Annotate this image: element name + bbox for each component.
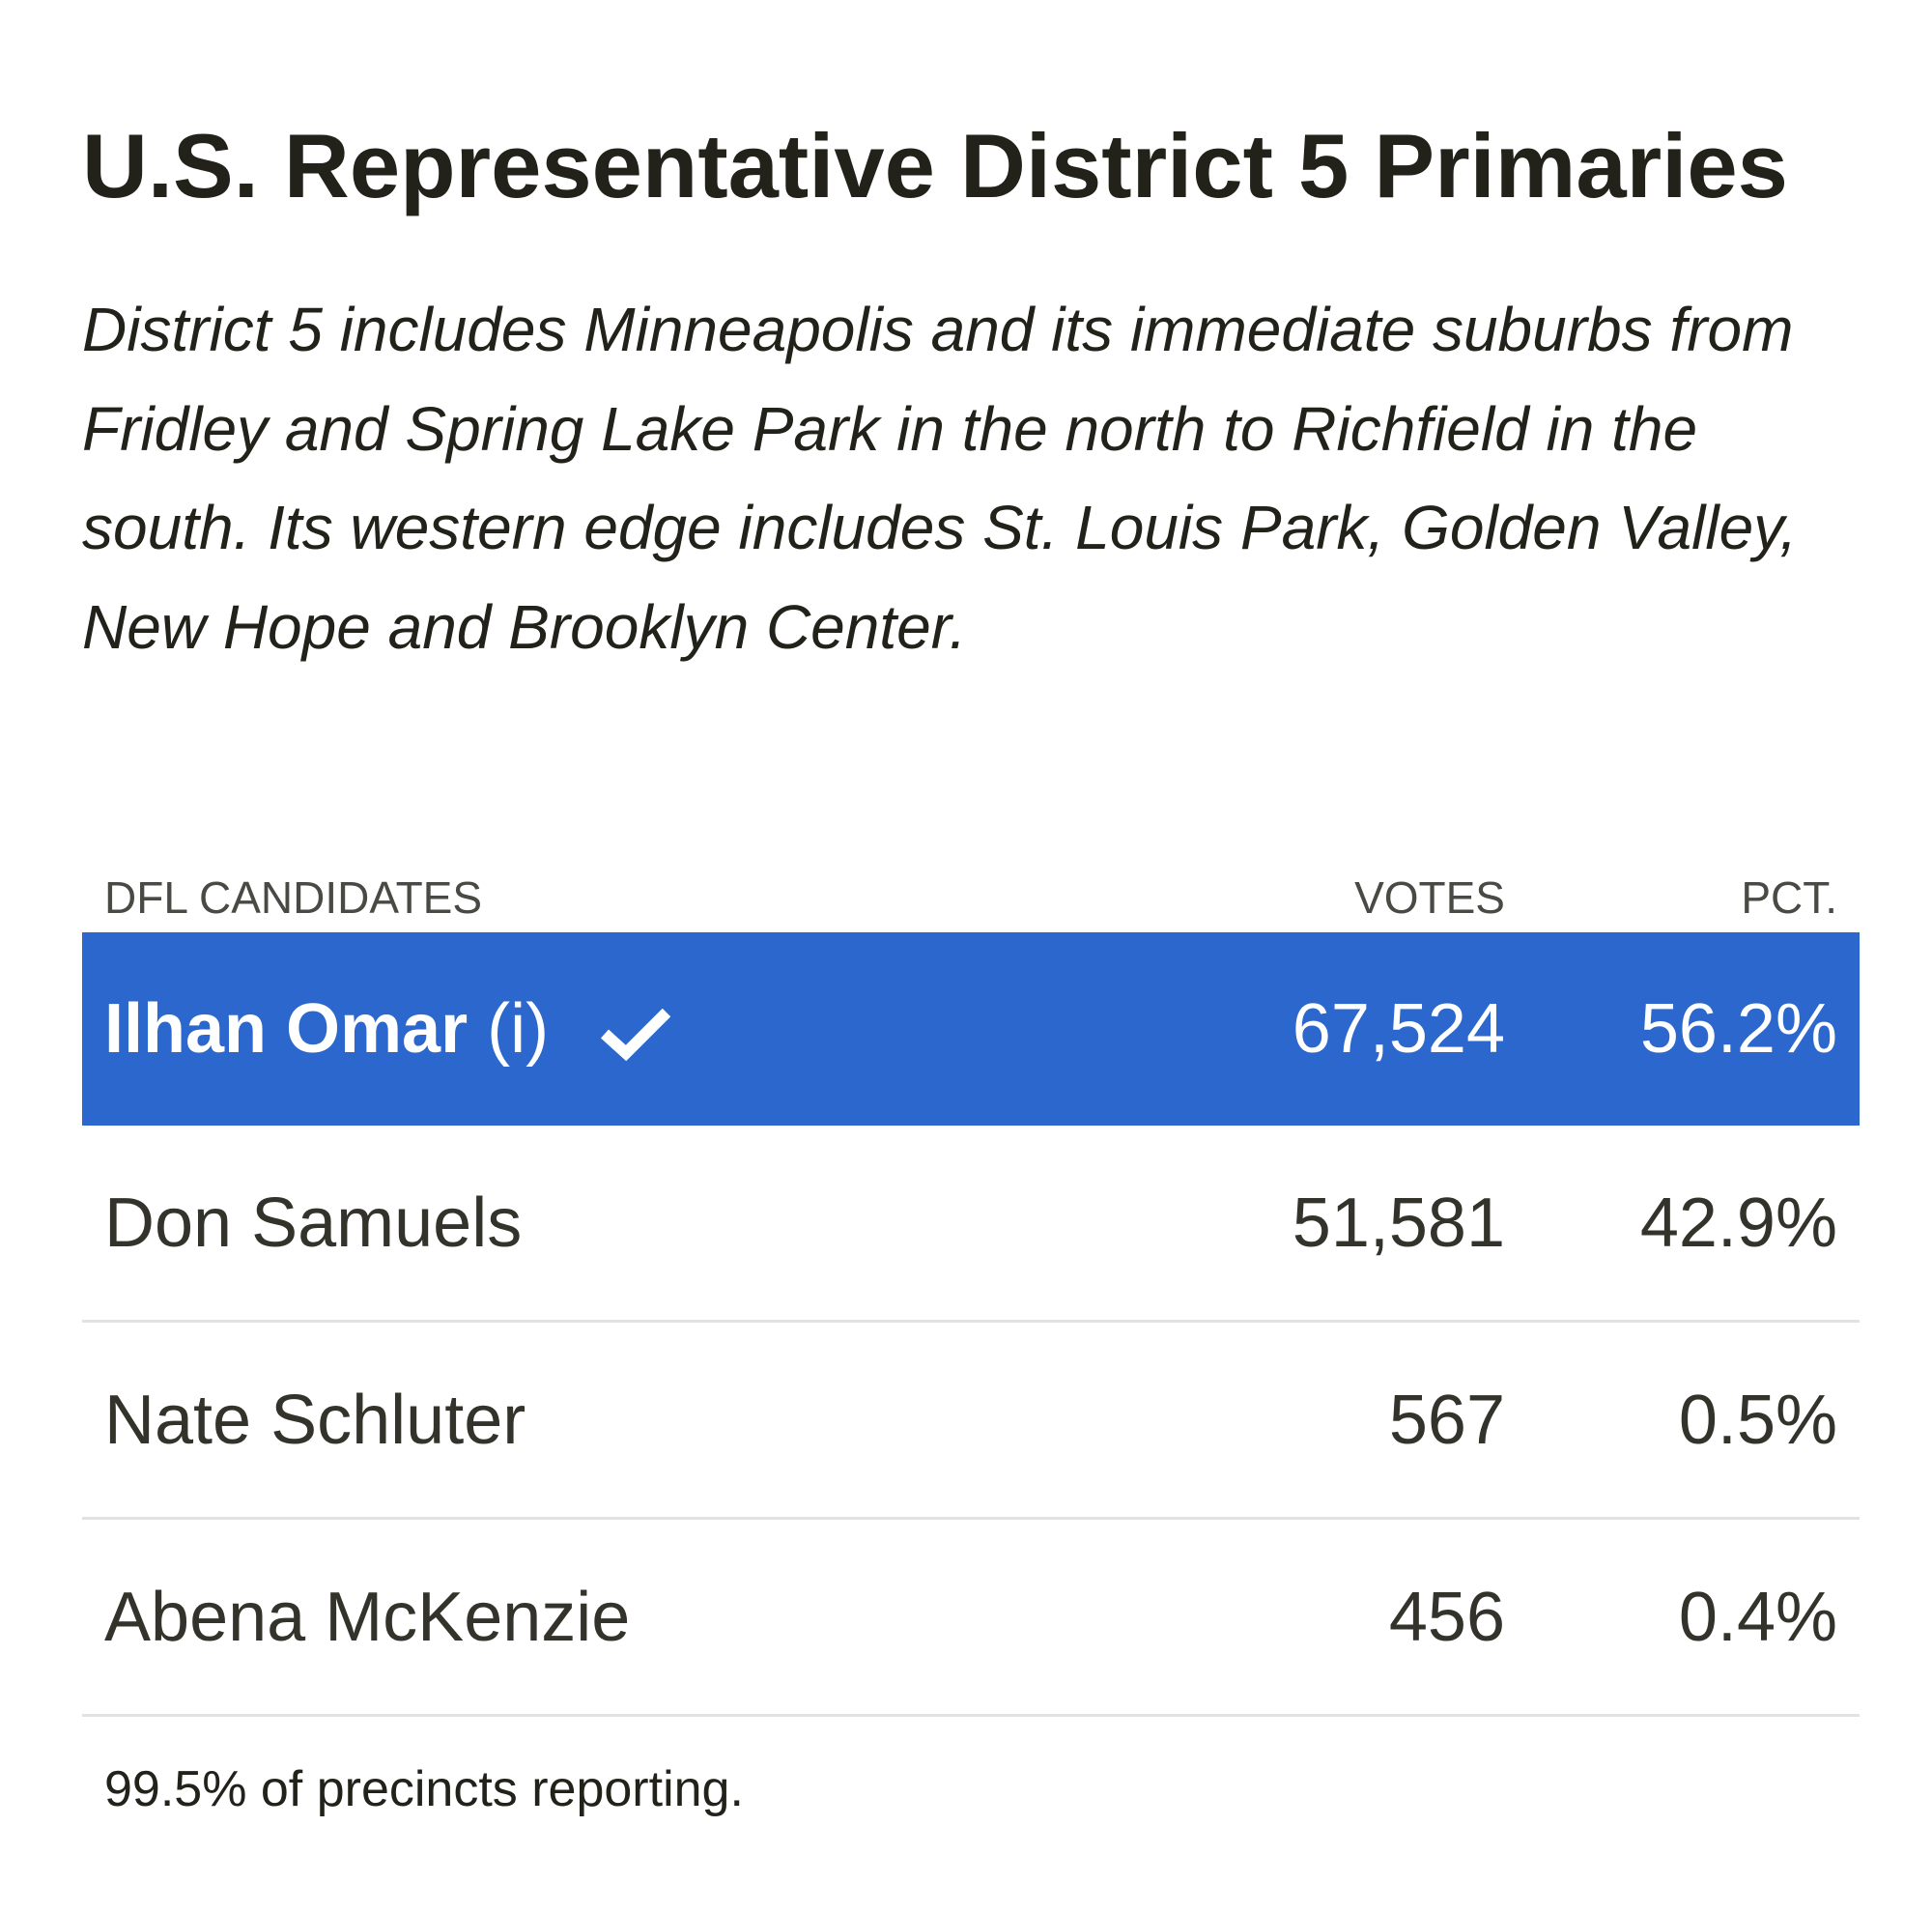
table-header: DFL CANDIDATES VOTES PCT.	[82, 841, 1860, 932]
percent: 0.4%	[1678, 1578, 1837, 1656]
description: District 5 includes Minneapolis and its …	[82, 295, 1798, 662]
column-header: VOTES	[1354, 872, 1505, 923]
candidate-name: Ilhan Omar	[104, 990, 469, 1068]
candidate-cell: Nate Schluter	[104, 1381, 526, 1460]
table-row: Abena McKenzie 456 0.4%	[82, 1520, 1860, 1717]
table-row: Don Samuels 51,581 42.9%	[82, 1126, 1860, 1323]
candidate-name: Nate Schluter	[104, 1381, 526, 1459]
candidate-name: Abena McKenzie	[104, 1578, 631, 1656]
incumbent-note: (i)	[487, 990, 550, 1068]
footer: 99.5% of precincts reporting.	[104, 1761, 744, 1817]
votes: 567	[1388, 1381, 1505, 1459]
column-header: DFL CANDIDATES	[104, 872, 483, 923]
column-header: PCT.	[1741, 872, 1837, 923]
table-row: Nate Schluter 567 0.5%	[82, 1323, 1860, 1520]
check-mark	[601, 1008, 671, 1062]
candidate-cell: Abena McKenzie	[104, 1578, 630, 1657]
title: U.S. Representative District 5 Primaries	[82, 115, 1788, 216]
votes: 67,524	[1292, 990, 1505, 1068]
results-table: DFL CANDIDATES VOTES PCT. Ilhan Omar (i)…	[82, 841, 1860, 1717]
candidate-cell: Don Samuels	[104, 1184, 522, 1263]
votes: 456	[1388, 1578, 1505, 1656]
percent: 56.2%	[1639, 990, 1837, 1068]
percent: 0.5%	[1678, 1381, 1837, 1459]
table-row: Ilhan Omar (i) 67,524 56.2%	[82, 932, 1860, 1126]
candidate-cell: Ilhan Omar (i)	[104, 989, 674, 1069]
winner-check	[601, 1008, 671, 1062]
percent: 42.9%	[1639, 1184, 1837, 1262]
candidate-name: Don Samuels	[104, 1184, 523, 1262]
votes: 51,581	[1292, 1184, 1505, 1262]
